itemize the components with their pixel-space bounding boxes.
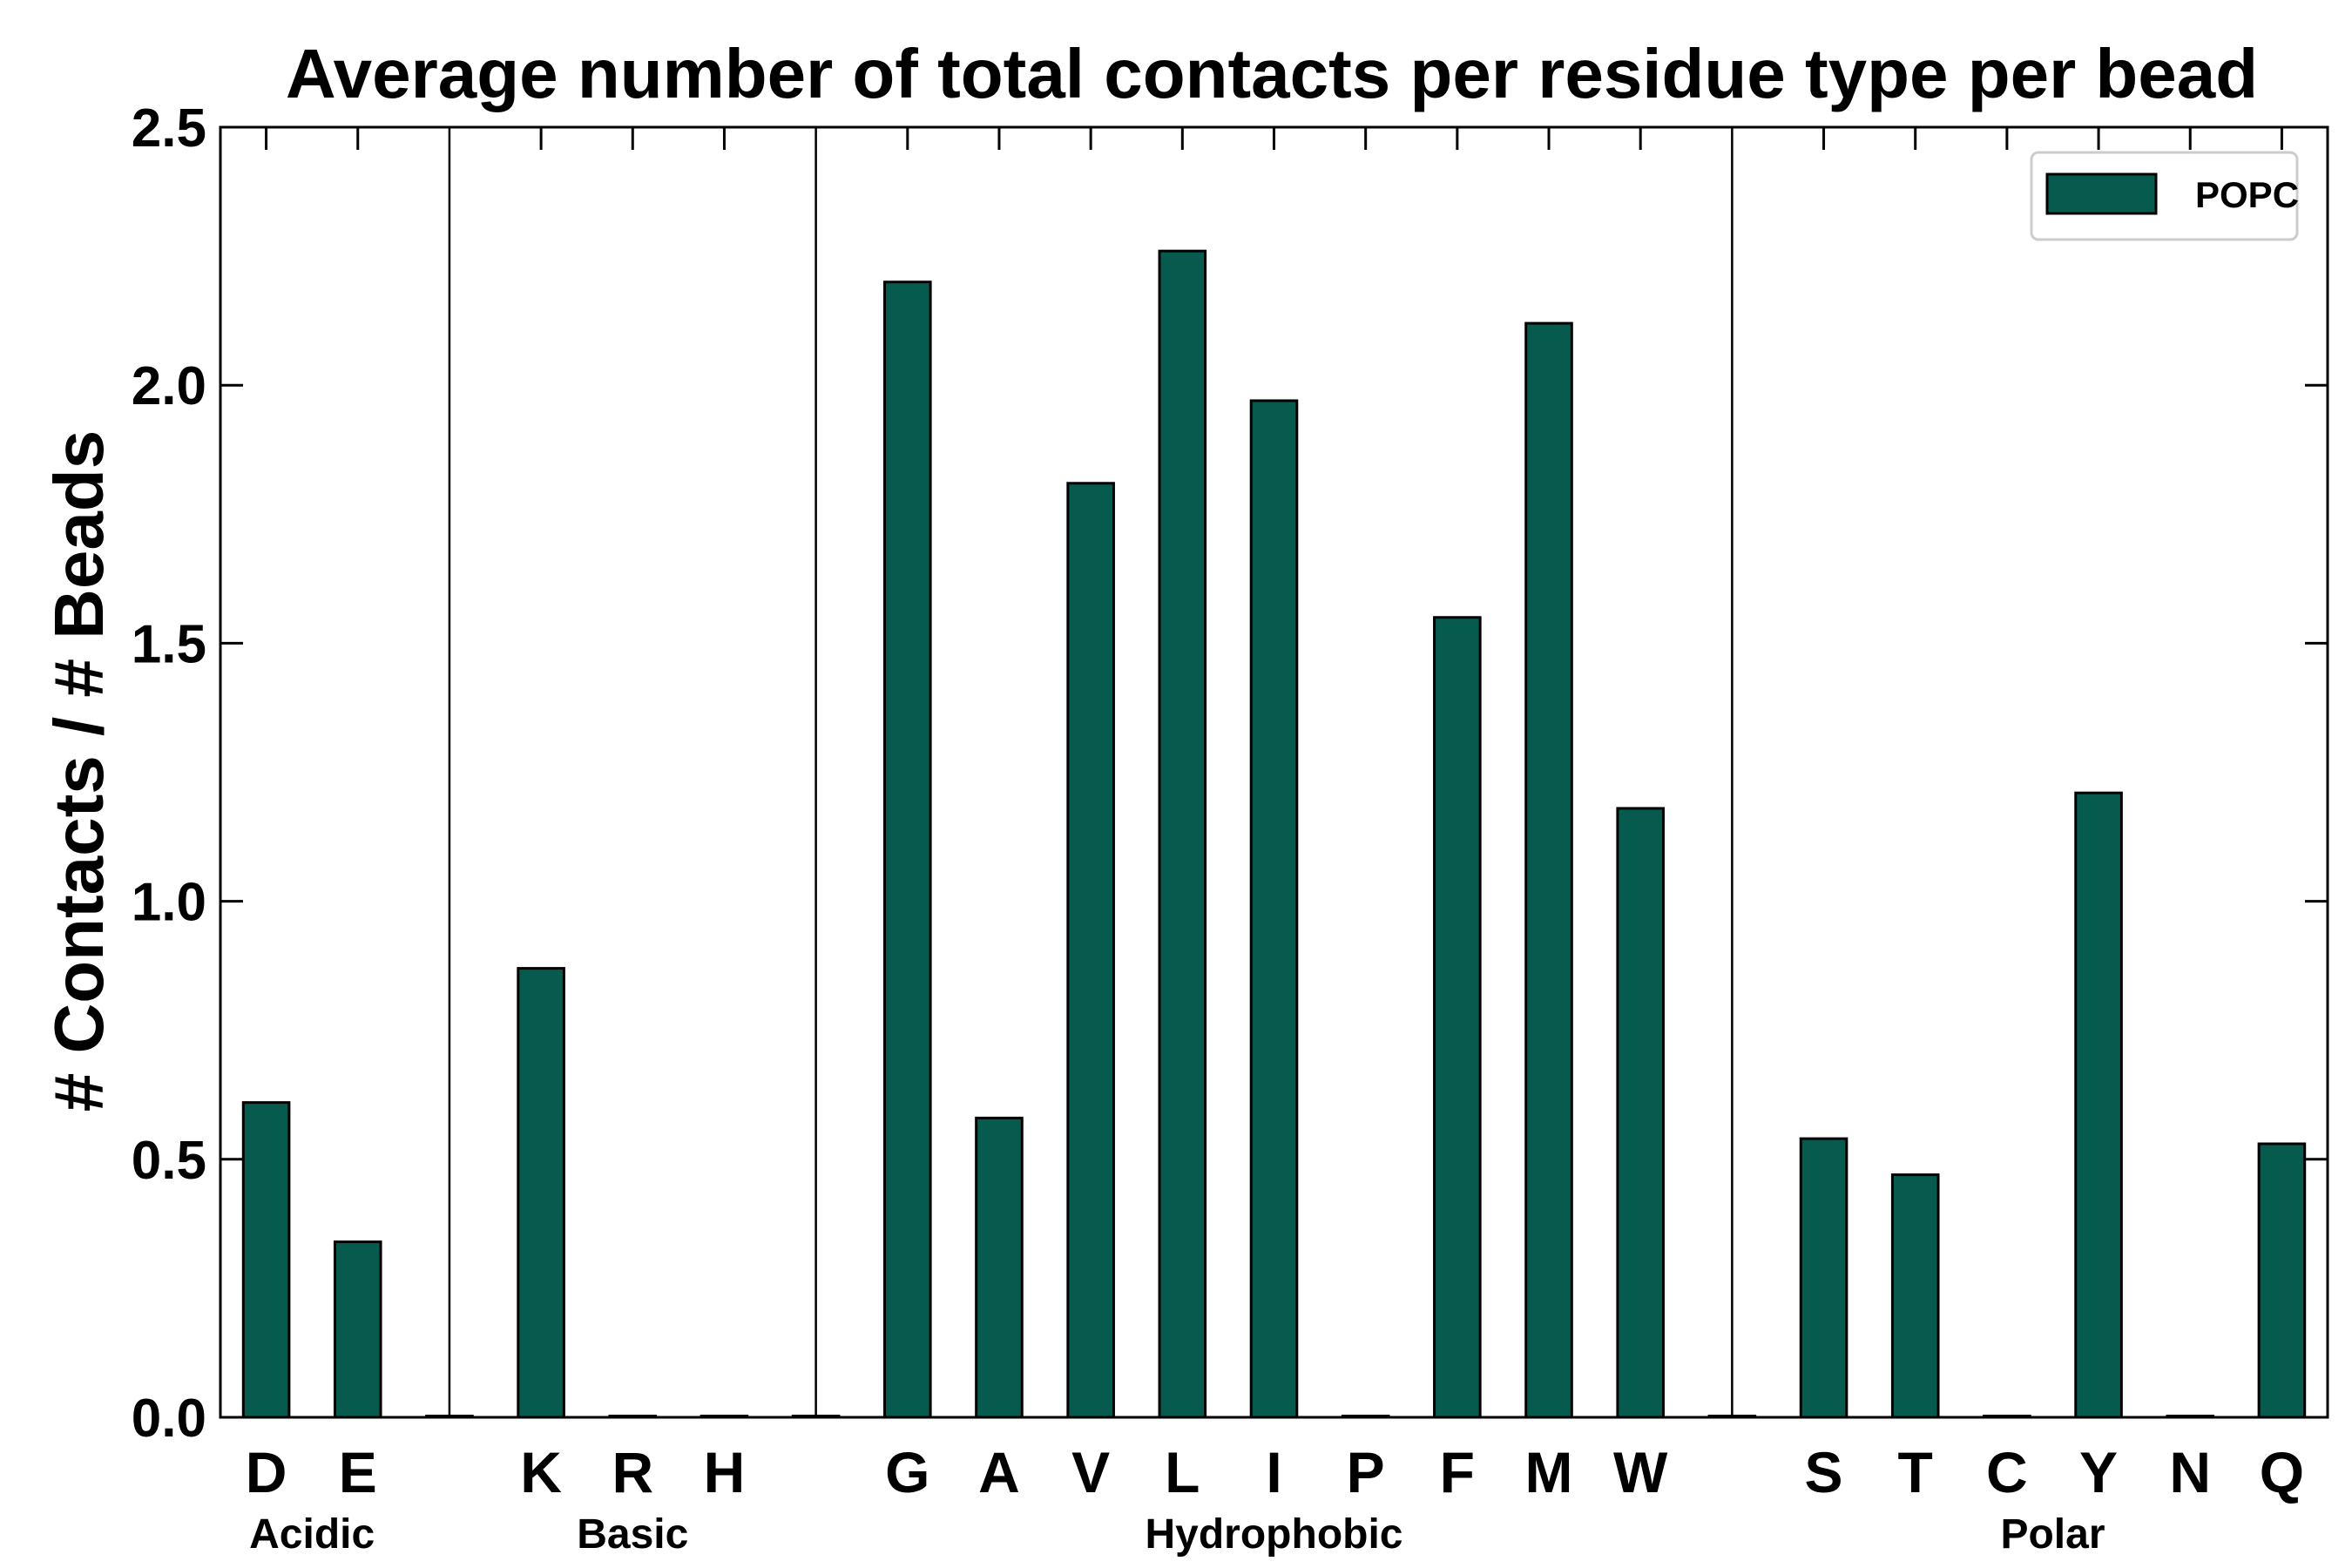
y-axis-label: # Contacts / # Beads xyxy=(40,430,118,1112)
bar xyxy=(975,1116,1024,1419)
bar xyxy=(1066,482,1115,1419)
bar xyxy=(608,1415,658,1419)
y-tick-label: 2.5 xyxy=(132,98,206,159)
x-tick-label: F xyxy=(1440,1440,1475,1504)
bar xyxy=(2074,791,2123,1419)
plot-area: 0.0 0.5 1.0 1.5 2.0 2.5 D E K R H G A V L I P F M W S T C Y N Q Ac… xyxy=(132,98,2329,1558)
group-label: Polar xyxy=(2000,1511,2105,1558)
x-tick-label: H xyxy=(704,1440,746,1504)
bar xyxy=(1433,616,1482,1419)
bar xyxy=(517,967,565,1419)
bar xyxy=(1249,399,1299,1419)
x-tick-label: S xyxy=(1805,1440,1843,1504)
x-tick-label: D xyxy=(246,1440,287,1504)
x-tick-label: Y xyxy=(2079,1440,2118,1504)
x-tick-label: K xyxy=(520,1440,562,1504)
x-tick-label: W xyxy=(1613,1440,1668,1504)
x-tick-label: G xyxy=(885,1440,929,1504)
x-tick-label: R xyxy=(612,1440,653,1504)
y-tick-label: 1.5 xyxy=(132,614,206,674)
bar xyxy=(241,1101,291,1419)
bar xyxy=(2166,1415,2215,1419)
x-tick-label: L xyxy=(1165,1440,1200,1504)
bar xyxy=(1341,1415,1390,1419)
y-tick-label: 0.0 xyxy=(132,1389,206,1449)
bar xyxy=(2257,1142,2307,1419)
group-label: Basic xyxy=(577,1511,688,1558)
x-tick-label: N xyxy=(2169,1440,2211,1504)
bar xyxy=(1983,1415,2031,1419)
x-tick-label: V xyxy=(1071,1440,1110,1504)
x-tick-label: E xyxy=(339,1440,377,1504)
bar xyxy=(700,1415,749,1419)
bar xyxy=(1616,807,1665,1419)
legend-label-popc: POPC xyxy=(2195,174,2299,215)
x-tick-label: P xyxy=(1347,1440,1385,1504)
x-tick-label: M xyxy=(1525,1440,1573,1504)
group-label: Hydrophobic xyxy=(1146,1511,1403,1558)
chart-title: Average number of total contacts per res… xyxy=(286,35,2258,112)
bar xyxy=(1524,321,1573,1419)
y-tick-label: 2.0 xyxy=(132,356,206,416)
bar xyxy=(791,1415,841,1419)
bar xyxy=(333,1240,382,1419)
bar xyxy=(1158,249,1207,1419)
y-tick-label: 1.0 xyxy=(132,873,206,933)
y-tick-label: 0.5 xyxy=(132,1131,206,1191)
x-tick-label: I xyxy=(1266,1440,1281,1504)
legend: POPC xyxy=(2030,151,2299,241)
legend-swatch-popc xyxy=(2045,172,2158,215)
x-tick-label: Q xyxy=(2260,1440,2304,1504)
x-tick-label: C xyxy=(1986,1440,2028,1504)
bar xyxy=(1890,1173,1940,1419)
x-tick-label: T xyxy=(1898,1440,1933,1504)
x-tick-label: A xyxy=(978,1440,1020,1504)
bar xyxy=(1707,1415,1757,1419)
group-label: Acidic xyxy=(249,1511,375,1558)
bar xyxy=(883,280,932,1419)
bar xyxy=(1799,1137,1848,1419)
bar xyxy=(425,1415,474,1419)
